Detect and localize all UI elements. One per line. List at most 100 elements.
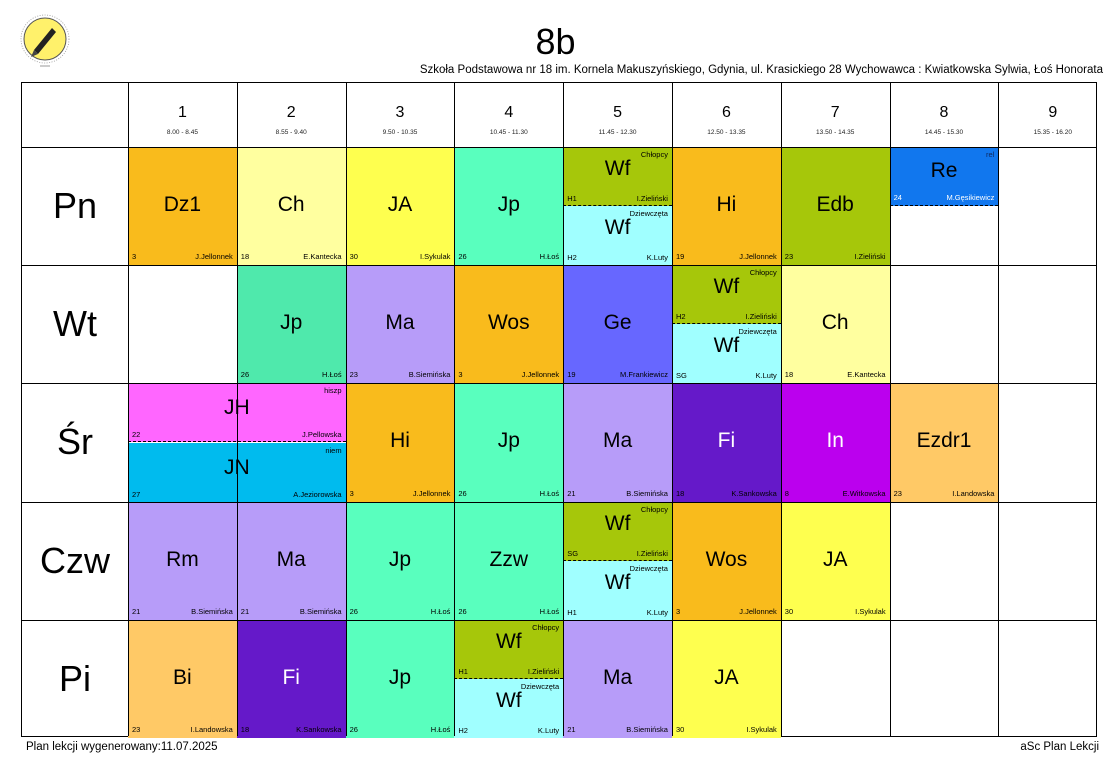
room-number: 27 <box>132 489 141 499</box>
room-number: 18 <box>676 488 685 498</box>
period-time: 15.35 - 16.20 <box>1033 129 1072 136</box>
period-header: 1 8.00 - 8.45 <box>128 83 237 147</box>
lesson-cell[interactable]: Jp 26 H.Łoś <box>454 147 564 266</box>
teacher-name: M.Frankiewicz <box>620 370 668 380</box>
lesson-cell[interactable]: Ma 21 B.Siemińska <box>236 501 346 620</box>
lesson-cell[interactable]: Ma 21 B.Siemińska <box>563 383 672 502</box>
subject-code: Wf <box>604 511 631 535</box>
lesson-cell[interactable]: Fi 18 K.Sankowska <box>672 383 781 502</box>
grid-line <box>22 147 1096 148</box>
grid-line <box>454 83 456 736</box>
day-label: Wt <box>53 303 97 345</box>
lesson-cell[interactable]: Jp 26 H.Łoś <box>345 501 455 620</box>
subject-code: Fi <box>717 429 736 453</box>
grid-line <box>672 83 673 736</box>
period-number: 1 <box>177 104 187 121</box>
lesson-cell[interactable]: Ch 18 E.Kantecka <box>780 265 890 384</box>
lesson-cell[interactable]: Ma 23 B.Siemińska <box>345 265 455 384</box>
lesson-cell[interactable]: Jp 26 H.Łoś <box>454 383 564 502</box>
lesson-cell[interactable]: Ma 21 B.Siemińska <box>563 619 672 738</box>
lesson-cell[interactable]: Ge 19 M.Frankiewicz <box>563 265 672 384</box>
subject-code: Wf <box>713 334 740 358</box>
lesson-group-cell[interactable]: Dziewczęta Wf H2 K.Luty <box>563 206 672 266</box>
lesson-group-cell[interactable]: Chłopcy Wf H1 I.Zieliński <box>454 619 564 679</box>
lesson-cell[interactable]: JA 30 I.Sykulak <box>780 501 890 620</box>
lesson-group-cell[interactable]: Chłopcy Wf SG I.Zieliński <box>563 501 672 561</box>
subject-code: In <box>826 429 844 453</box>
subject-code: Jp <box>497 429 520 453</box>
school-logo-icon <box>20 14 70 67</box>
lesson-cell[interactable]: Ezdr1 23 I.Landowska <box>889 383 999 502</box>
lesson-cell[interactable]: In 8 E.Witkowska <box>780 383 890 502</box>
lesson-cell[interactable]: Wos 3 J.Jellonnek <box>454 265 564 384</box>
room-number: 3 <box>349 488 354 498</box>
lesson-cell[interactable]: Bi 23 I.Landowska <box>128 619 237 738</box>
lesson-cell[interactable]: Hi 3 J.Jellonnek <box>345 383 455 502</box>
group-label: hiszp <box>324 386 342 396</box>
subject-code: Bi <box>173 665 192 689</box>
teacher-name: J.Jellonnek <box>739 606 777 616</box>
teacher-name: E.Kantecka <box>847 370 886 380</box>
lesson-group-cell[interactable]: Dziewczęta Wf SG K.Luty <box>672 324 781 384</box>
room-number: 26 <box>458 488 467 498</box>
teacher-name: H.Łoś <box>430 724 451 734</box>
group-label: rel <box>986 150 995 159</box>
lesson-cell[interactable]: Jp 26 H.Łoś <box>236 265 346 384</box>
room-number: 19 <box>676 252 685 262</box>
room-number: H1 <box>567 194 577 204</box>
room-number: 24 <box>893 193 902 203</box>
room-number: H1 <box>567 607 577 617</box>
subject-code: Re <box>930 159 958 182</box>
subject-code: JA <box>714 665 739 689</box>
lesson-cell[interactable]: rel Re 24 M.Gęsikiewicz <box>889 147 999 207</box>
lesson-cell[interactable]: Dz1 3 J.Jellonnek <box>128 147 237 266</box>
subject-code: Ma <box>276 547 306 571</box>
lesson-cell[interactable]: JA 30 I.Sykulak <box>672 619 781 738</box>
lesson-cell[interactable]: Zzw 26 H.Łoś <box>454 501 564 620</box>
day-label: Śr <box>57 421 93 463</box>
period-header: 4 10.45 - 11.30 <box>454 83 563 147</box>
period-number: 3 <box>395 104 405 121</box>
subject-code: Ch <box>821 311 849 335</box>
subject-code: Ch <box>277 193 305 216</box>
teacher-name: I.Sykulak <box>855 606 886 616</box>
teacher-name: I.Zieliński <box>745 312 777 322</box>
subject-code: Hi <box>716 193 737 216</box>
group-label: Dziewczęta <box>629 563 668 573</box>
lesson-cell[interactable]: Edb 23 I.Zieliński <box>780 147 890 266</box>
lesson-cell[interactable]: Rm 21 B.Siemińska <box>128 501 237 620</box>
group-label: Dziewczęta <box>520 681 560 691</box>
lesson-cell[interactable]: Ch 18 E.Kantecka <box>236 147 346 266</box>
room-number: 18 <box>240 252 250 262</box>
teacher-name: B.Siemińska <box>626 724 668 734</box>
subject-code: JH <box>223 396 250 420</box>
teacher-name: K.Luty <box>755 371 777 381</box>
lesson-group-cell[interactable]: Dziewczęta Wf H2 K.Luty <box>454 678 564 738</box>
group-label: Dziewczęta <box>738 327 777 337</box>
grid-line <box>236 83 238 736</box>
generated-date: Plan lekcji wygenerowany:11.07.2025 <box>26 741 218 753</box>
day-label: Pi <box>58 657 91 699</box>
lesson-cell[interactable]: Jp 26 H.Łoś <box>345 619 455 738</box>
period-header: 7 13.50 - 14.35 <box>781 83 890 147</box>
lesson-cell[interactable]: Wos 3 J.Jellonnek <box>672 501 781 620</box>
group-divider <box>889 205 999 207</box>
group-divider <box>672 323 781 325</box>
period-number: 7 <box>830 104 840 121</box>
lesson-cell[interactable]: JA 30 I.Sykulak <box>345 147 455 266</box>
teacher-name: K.Sankowska <box>296 724 342 734</box>
room-number: 26 <box>240 370 250 380</box>
lesson-group-cell[interactable]: Chłopcy Wf H2 I.Zieliński <box>672 265 781 325</box>
room-number: H2 <box>567 253 577 263</box>
period-number: 8 <box>939 104 949 121</box>
period-time: 12.50 - 13.35 <box>707 129 746 136</box>
room-number: 21 <box>240 606 250 616</box>
room-number: 26 <box>349 606 358 616</box>
lesson-cell[interactable]: Hi 19 J.Jellonnek <box>672 147 781 266</box>
room-number: 3 <box>132 252 137 262</box>
subject-code: Jp <box>388 547 412 571</box>
lesson-cell[interactable]: Fi 18 K.Sankowska <box>236 619 346 738</box>
lesson-group-cell[interactable]: Chłopcy Wf H1 I.Zieliński <box>563 147 672 207</box>
lesson-group-cell[interactable]: Dziewczęta Wf H1 K.Luty <box>563 560 672 620</box>
room-number: 19 <box>567 370 576 380</box>
